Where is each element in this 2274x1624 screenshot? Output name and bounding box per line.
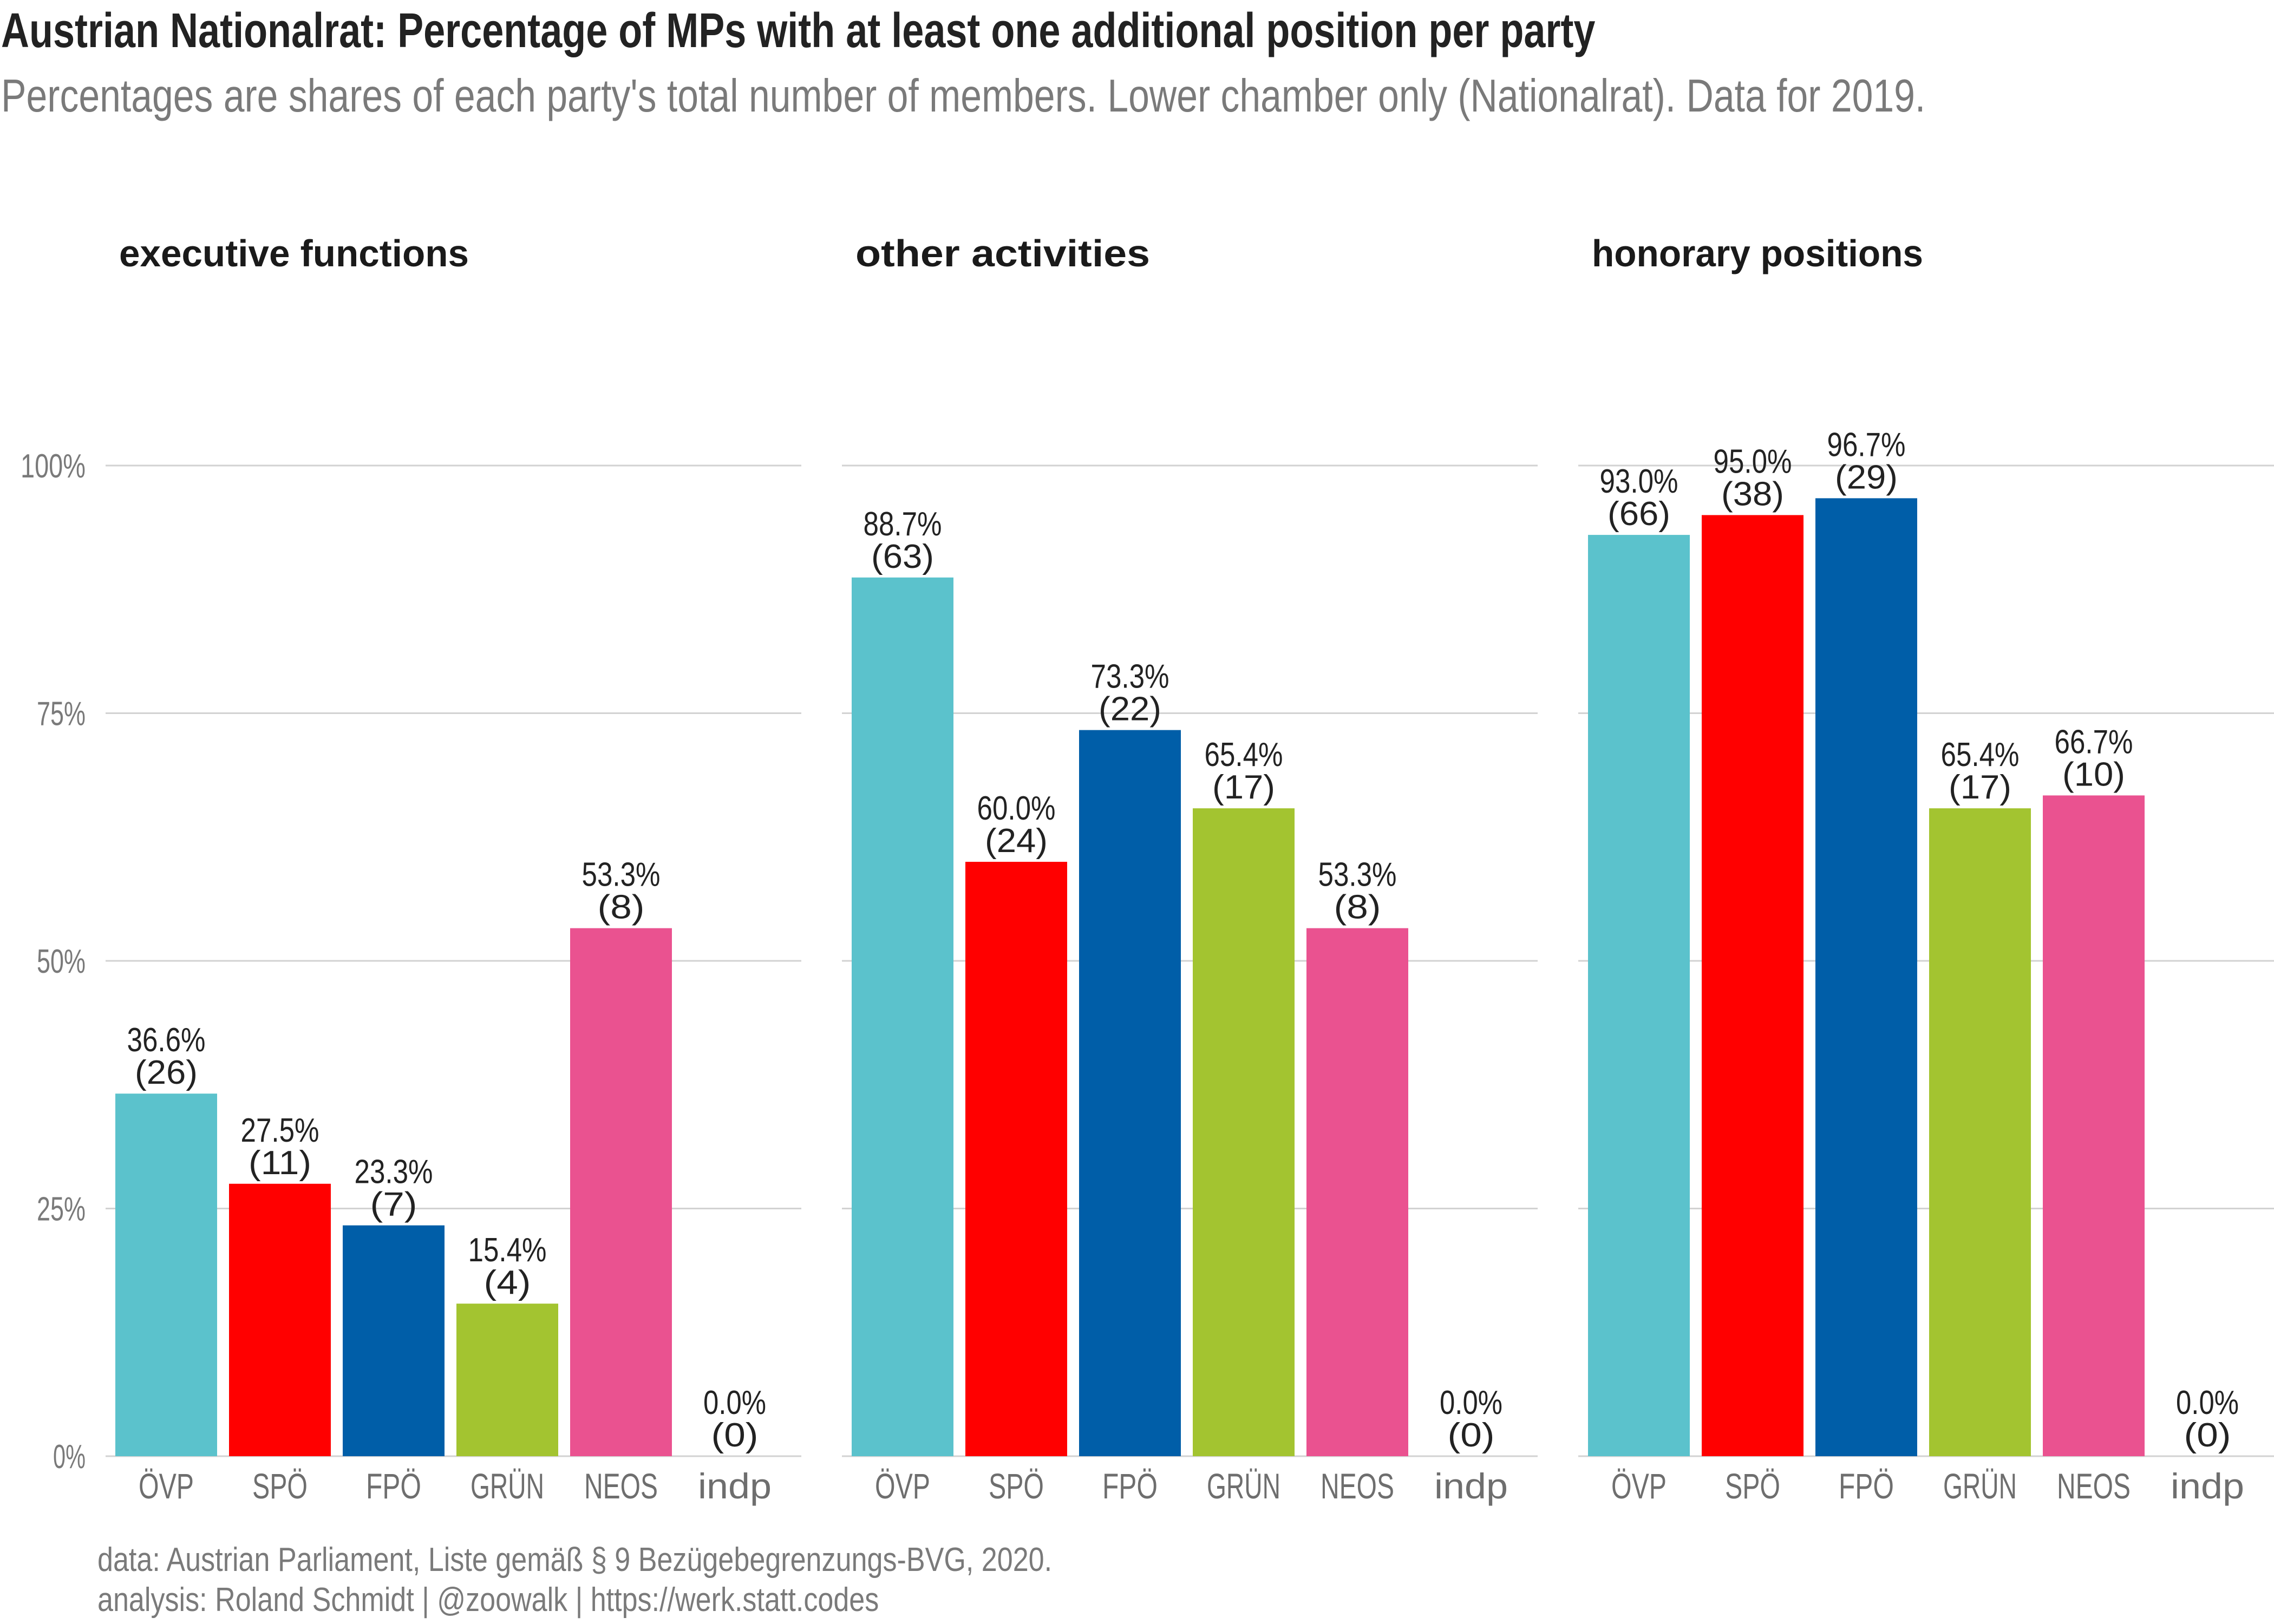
x-tick-label: NEOS (2057, 1466, 2131, 1506)
data-label-count: (0) (2184, 1417, 2231, 1454)
y-tick-label: 50% (37, 943, 86, 980)
panel-title: honorary positions (1592, 232, 1923, 274)
data-label-count: (8) (1334, 889, 1381, 926)
x-tick-label: FPÖ (1102, 1466, 1158, 1506)
data-label-count: (10) (2062, 756, 2125, 793)
bar (1929, 808, 2031, 1456)
bar (1815, 498, 1917, 1456)
x-tick-label: FPÖ (1839, 1466, 1894, 1506)
x-tick-label: GRÜN (471, 1466, 544, 1506)
x-tick-label: NEOS (584, 1466, 658, 1506)
data-label-percent: 88.7% (864, 506, 942, 543)
x-tick-label: SPÖ (252, 1466, 308, 1506)
x-tick-label: ÖVP (139, 1466, 194, 1506)
data-label-percent: 0.0% (703, 1384, 766, 1422)
panel-title: executive functions (119, 232, 469, 274)
y-tick-label: 0% (53, 1438, 86, 1476)
data-label-count: (22) (1099, 691, 1161, 728)
caption-source: data: Austrian Parliament, Liste gemäß §… (97, 1541, 1053, 1579)
data-label-percent: 65.4% (1205, 736, 1283, 774)
data-label-count: (0) (711, 1417, 759, 1454)
data-label-count: (17) (1212, 769, 1275, 806)
chart-subtitle: Percentages are shares of each party's t… (1, 70, 1926, 122)
data-label-percent: 0.0% (2176, 1384, 2239, 1422)
y-tick-label: 75% (37, 696, 86, 733)
data-label-count: (11) (249, 1144, 311, 1182)
x-tick-label: SPÖ (1725, 1466, 1780, 1506)
bar (1588, 535, 1690, 1456)
data-label-percent: 66.7% (2055, 723, 2133, 761)
y-tick-label: 100% (21, 448, 86, 485)
panel-title: other activities (855, 232, 1150, 274)
data-label-percent: 93.0% (1600, 463, 1678, 500)
bar (570, 928, 672, 1456)
data-label-count: (66) (1608, 495, 1670, 533)
data-label-count: (29) (1835, 459, 1898, 496)
x-tick-label: ÖVP (1611, 1466, 1667, 1506)
bar (965, 862, 1067, 1456)
data-label-percent: 73.3% (1091, 658, 1169, 696)
data-label-count: (8) (598, 889, 645, 926)
data-label-percent: 15.4% (468, 1232, 547, 1269)
bar (456, 1304, 558, 1456)
data-label-count: (4) (484, 1264, 531, 1301)
x-tick-label: GRÜN (1207, 1466, 1280, 1506)
bar (1702, 515, 1803, 1456)
bar (229, 1183, 331, 1456)
bar (1193, 808, 1295, 1456)
chart-title: Austrian Nationalrat: Percentage of MPs … (1, 4, 1596, 58)
bar (852, 577, 953, 1456)
data-label-percent: 53.3% (1318, 856, 1397, 894)
data-label-percent: 36.6% (127, 1021, 206, 1059)
data-label-percent: 27.5% (241, 1112, 319, 1149)
x-tick-label: SPÖ (989, 1466, 1044, 1506)
bar (1079, 730, 1181, 1456)
x-tick-label: GRÜN (1943, 1466, 2017, 1506)
data-label-count: (7) (370, 1186, 417, 1223)
bar (343, 1225, 445, 1456)
x-tick-label: indp (698, 1466, 772, 1506)
data-label-count: (26) (135, 1054, 198, 1091)
x-tick-label: ÖVP (875, 1466, 930, 1506)
x-tick-label: NEOS (1321, 1466, 1394, 1506)
y-tick-label: 25% (37, 1191, 86, 1228)
caption-analysis: analysis: Roland Schmidt | @zoowalk | ht… (97, 1581, 879, 1619)
x-tick-label: indp (1434, 1466, 1508, 1506)
data-label-count: (38) (1721, 476, 1784, 513)
x-tick-label: FPÖ (366, 1466, 421, 1506)
bar (115, 1093, 217, 1456)
bar (2043, 795, 2145, 1456)
data-label-percent: 95.0% (1714, 443, 1792, 481)
x-tick-label: indp (2171, 1466, 2244, 1506)
data-label-count: (24) (985, 822, 1048, 860)
data-label-count: (0) (1448, 1417, 1495, 1454)
bar (1306, 928, 1408, 1456)
data-label-percent: 53.3% (582, 856, 661, 894)
data-label-count: (17) (1949, 769, 2011, 806)
data-label-percent: 60.0% (977, 790, 1056, 827)
data-label-percent: 96.7% (1827, 426, 1906, 463)
data-label-percent: 65.4% (1941, 736, 2020, 774)
data-label-percent: 23.3% (355, 1154, 433, 1191)
chart-caption: data: Austrian Parliament, Liste gemäß §… (97, 1540, 1052, 1620)
data-label-count: (63) (871, 538, 934, 575)
data-label-percent: 0.0% (1440, 1384, 1502, 1422)
